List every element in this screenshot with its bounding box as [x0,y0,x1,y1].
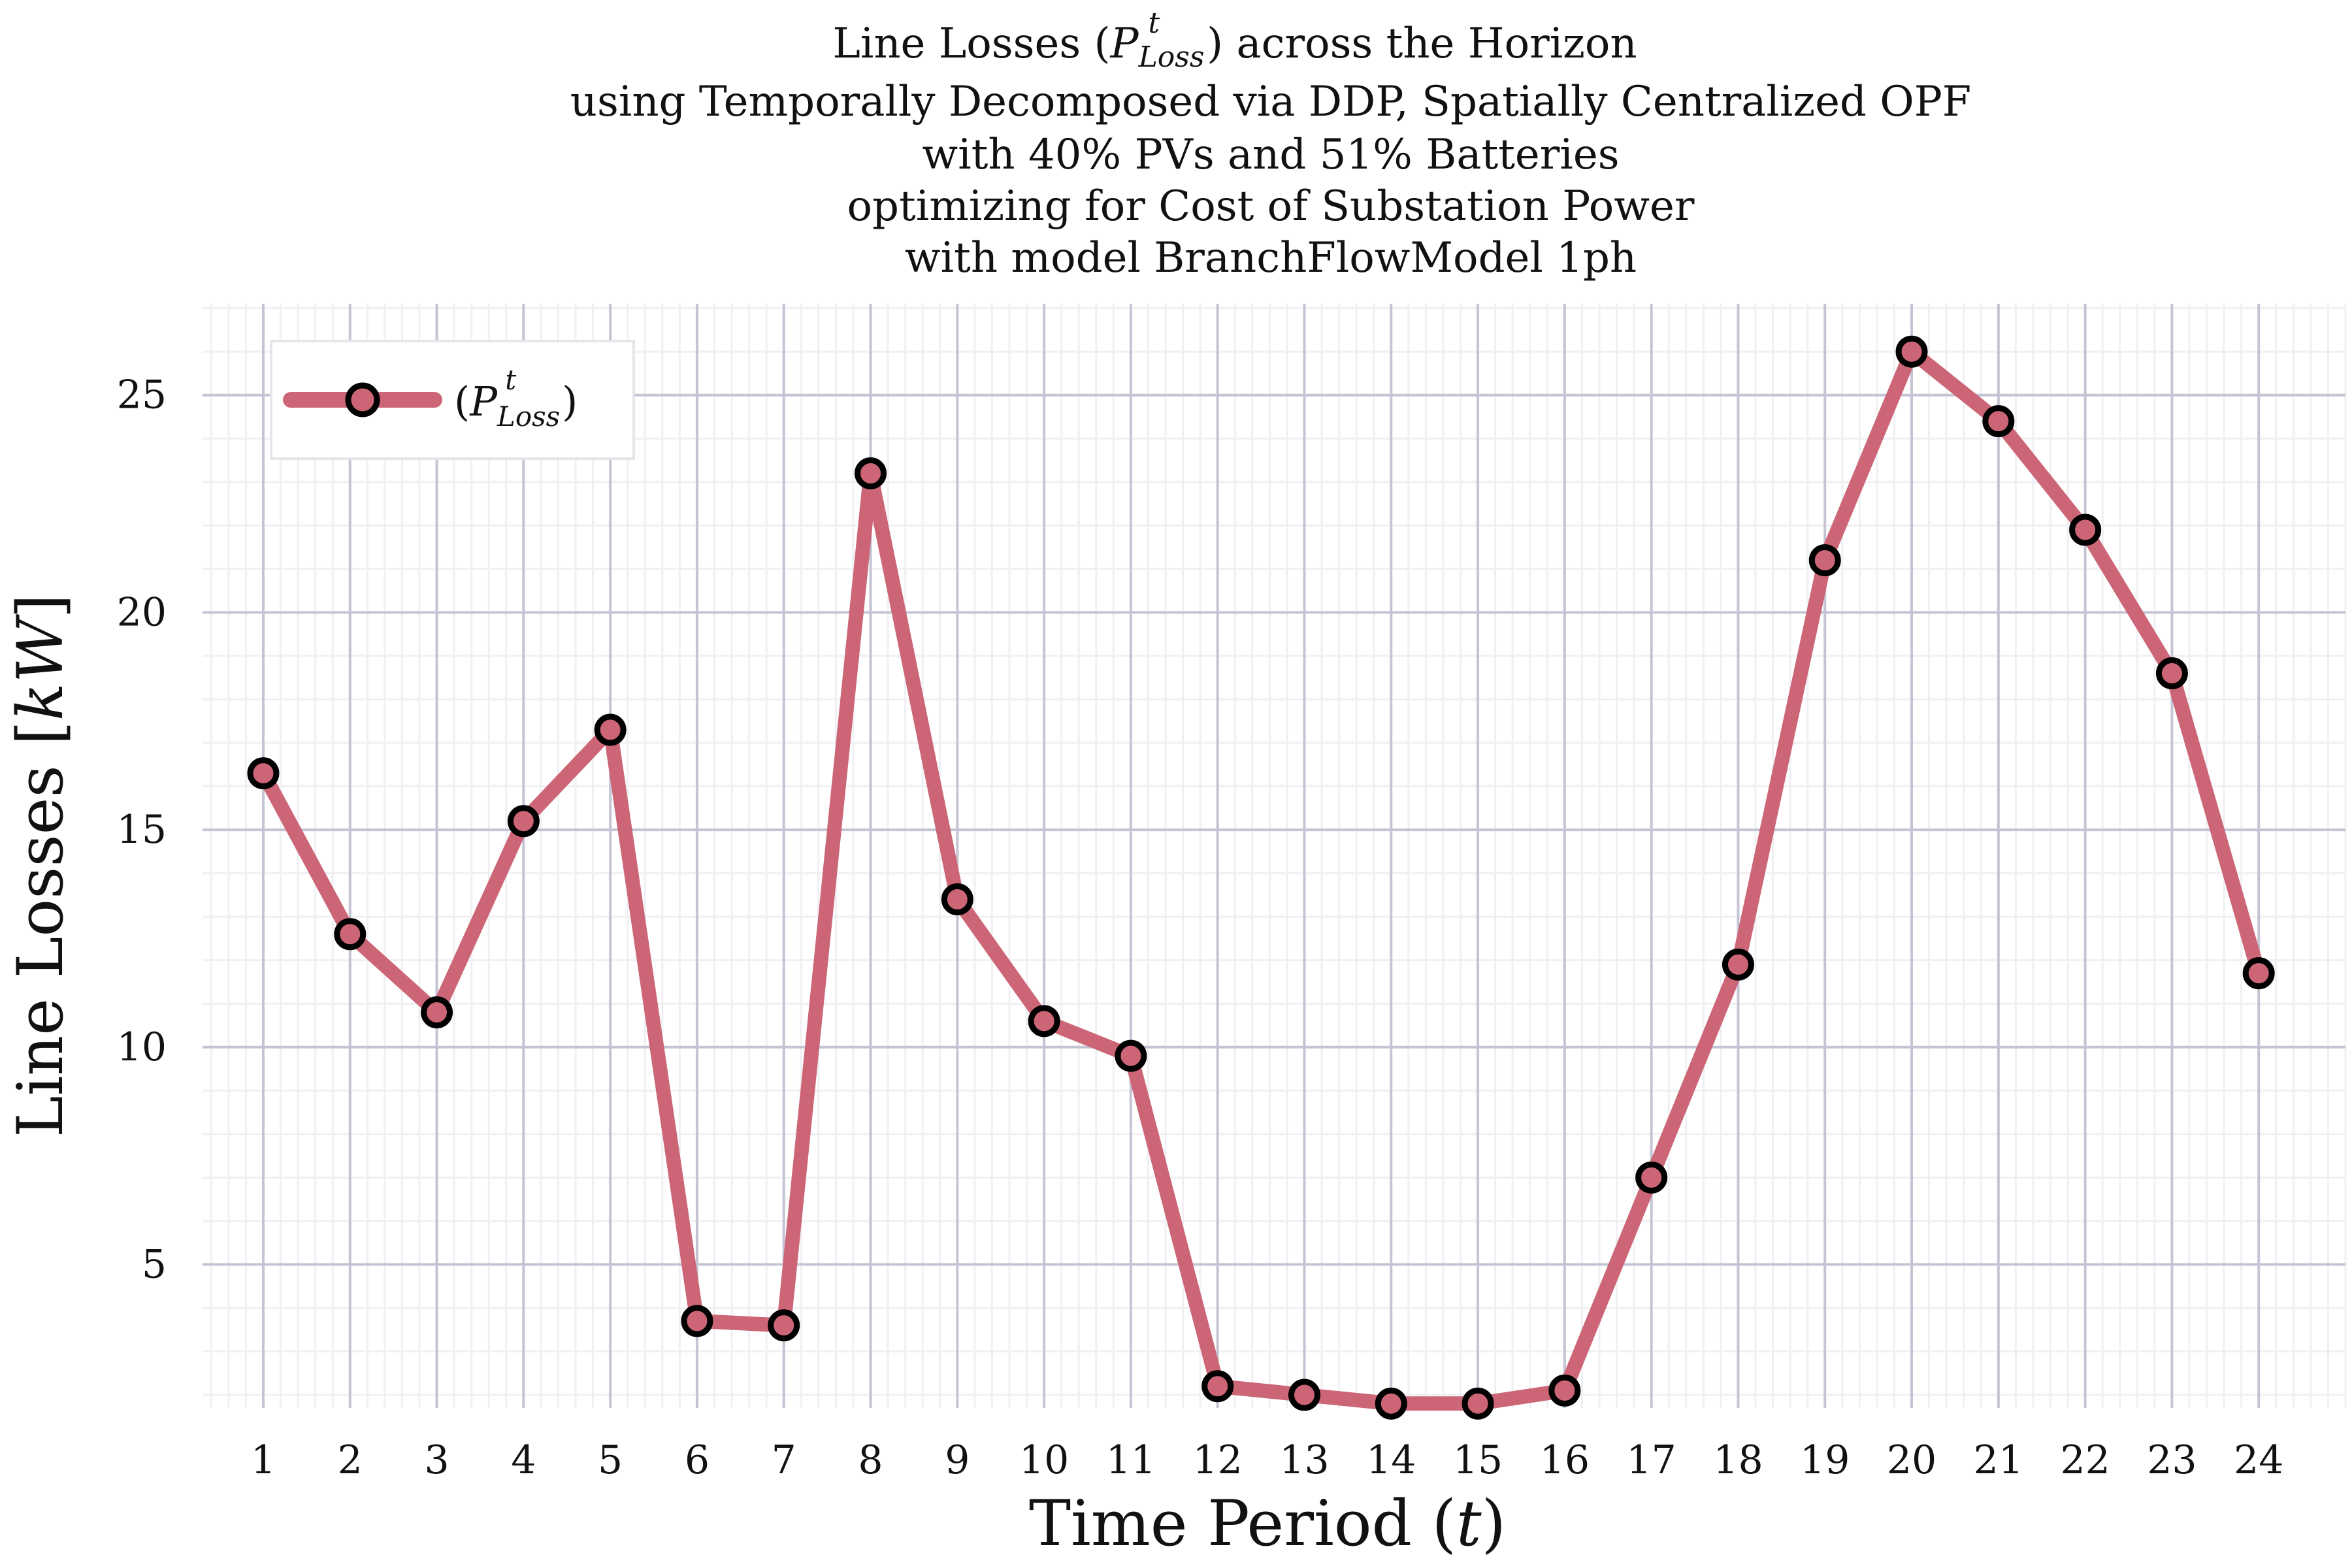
legend-open: ( [454,378,470,425]
y-tick-label: 5 [142,1241,167,1287]
y-axis-label-close: ] [4,594,77,618]
x-tick-label: 12 [1193,1437,1243,1483]
x-tick-label: 21 [1974,1437,2023,1483]
y-axis-label: Line Losses [kW] [4,594,77,1137]
x-tick-label: 17 [1626,1437,1676,1483]
data-point [1288,1379,1320,1411]
data-point [594,713,627,746]
x-axis-label-text: Time Period ( [1029,1487,1456,1560]
x-axis-ticks: 1 2 3 4 5 6 7 8 9 10 11 12 13 14 15 16 17 18 19 20 21 22 23 24 [251,1437,2284,1483]
x-axis-label: Time Period (t) [1029,1487,1506,1560]
x-tick-label: 19 [1800,1437,1850,1483]
x-tick-label: 4 [511,1437,536,1483]
title-line-4: optimizing for Cost of Substation Power [847,182,1695,231]
data-point [1548,1374,1581,1407]
x-axis-label-symbol: t [1456,1487,1482,1560]
x-tick-label: 23 [2147,1437,2197,1483]
data-point [1808,544,1841,577]
x-tick-label: 20 [1887,1437,1936,1483]
data-point [1201,1370,1234,1403]
x-tick-label: 22 [2060,1437,2110,1483]
data-point [421,996,453,1029]
data-point [2155,657,2188,690]
x-tick-label: 1 [251,1437,276,1483]
y-axis-ticks: 5 10 15 20 25 [117,372,167,1288]
y-axis-label-text: Line Losses [ [4,721,77,1137]
x-tick-label: 10 [1019,1437,1069,1483]
data-point [855,457,887,489]
major-grid [203,304,2345,1408]
data-point [507,805,540,838]
x-tick-label: 24 [2234,1437,2283,1483]
data-point [1635,1161,1668,1194]
y-tick-label: 15 [117,807,167,853]
x-tick-label: 15 [1453,1437,1503,1483]
series-line [256,344,2266,1411]
x-tick-label: 9 [945,1437,970,1483]
x-tick-label: 5 [598,1437,623,1483]
x-tick-label: 6 [685,1437,710,1483]
title-line-1-pre: Line Losses ( [832,20,1110,68]
title-line-2: using Temporally Decomposed via DDP, Spa… [570,78,1971,126]
title-symbol-sub: Loss [1138,41,1205,74]
y-axis-label-unit: kW [4,613,77,721]
y-tick-label: 10 [117,1024,167,1070]
data-point [941,883,973,916]
data-point [681,1305,713,1337]
data-point [1982,405,2015,438]
data-point [247,757,280,790]
title-line-1: Line Losses (PLosst ) across the Horizon [832,7,1637,74]
legend-symbol-sup: t [505,364,516,396]
title-line-5: with model BranchFlowModel 1ph [905,234,1637,282]
x-tick-label: 2 [338,1437,363,1483]
legend-symbol-sub: Loss [497,400,560,433]
title-symbol-p: P [1110,20,1139,68]
series-layer [247,335,2275,1420]
data-point [1462,1387,1494,1420]
title-line-3: with 40% PVs and 51% Batteries [922,131,1619,179]
data-point [2069,514,2102,546]
x-tick-label: 13 [1279,1437,1329,1483]
legend-symbol-p: P [469,378,498,425]
title-symbol-sup: t [1148,7,1160,40]
legend-label: (PLoss t) [454,364,578,433]
data-point [2242,957,2275,990]
x-axis-label-close: ) [1482,1487,1506,1560]
legend: (PLoss t) [270,340,635,460]
x-tick-label: 11 [1106,1437,1156,1483]
data-point [1895,335,1928,368]
title-line-1-post: ) across the Horizon [1207,20,1637,68]
x-tick-label: 8 [858,1437,883,1483]
x-tick-label: 16 [1540,1437,1590,1483]
data-point [1375,1387,1407,1420]
legend-swatch-marker [345,382,380,417]
legend-close: ) [562,378,578,425]
y-tick-label: 25 [117,372,167,418]
y-tick-label: 20 [117,589,167,635]
data-point [1115,1039,1147,1072]
data-point [334,918,367,951]
data-point [1722,948,1754,981]
data-point [768,1309,800,1342]
x-tick-label: 7 [772,1437,796,1483]
x-tick-label: 14 [1366,1437,1416,1483]
data-point [1028,1005,1060,1037]
chart-title: Line Losses (PLosst) across the Horizon … [570,7,1971,282]
x-tick-label: 18 [1713,1437,1763,1483]
x-tick-label: 3 [424,1437,449,1483]
